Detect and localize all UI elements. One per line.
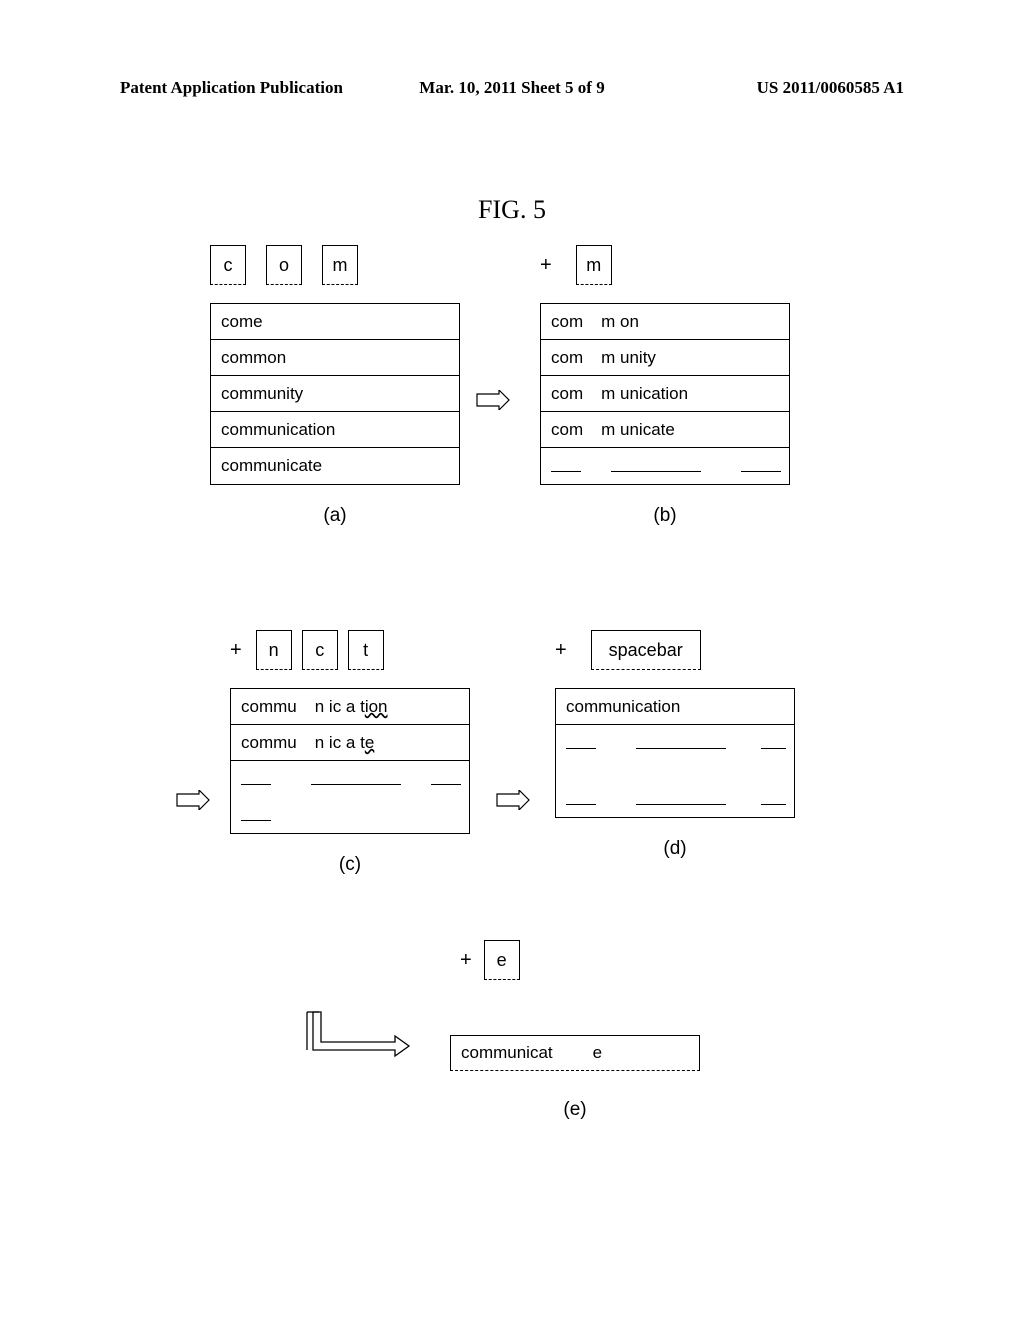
panel-d: + spacebar communication (d) (555, 630, 795, 860)
seg: m on (601, 312, 639, 332)
list-item-empty (556, 761, 794, 781)
arrow-icon (175, 790, 211, 810)
list-item: come (211, 304, 459, 340)
list-item-empty (541, 448, 789, 484)
panel-a-label: (a) (210, 505, 460, 527)
header-center: Mar. 10, 2011 Sheet 5 of 9 (419, 78, 604, 98)
list-item: commu n ic a te (231, 725, 469, 761)
panel-d-keys: + spacebar (555, 630, 795, 670)
list-item: communicat e (450, 1035, 700, 1071)
panel-a: c o m come common community communicatio… (210, 245, 460, 527)
panel-b: + m com m on com m unity com m unication… (540, 245, 790, 527)
arrow-icon (475, 390, 511, 410)
key-o: o (266, 245, 302, 285)
key-e: e (484, 940, 520, 980)
seg: m unicate (601, 420, 675, 440)
plus-icon: + (460, 949, 472, 972)
key-m: m (576, 245, 612, 285)
seg: m unication (601, 384, 688, 404)
seg: commu (241, 697, 297, 717)
panel-b-list: com m on com m unity com m unication com… (540, 303, 790, 485)
list-item: common (211, 340, 459, 376)
key-m: m (322, 245, 358, 285)
panel-d-label: (d) (555, 838, 795, 860)
seg: e (593, 1043, 602, 1063)
panel-e-label: (e) (450, 1099, 700, 1121)
plus-icon: + (540, 254, 552, 277)
panel-c-label: (c) (230, 854, 470, 876)
list-item-empty (231, 761, 469, 797)
list-item-empty (556, 781, 794, 817)
panel-e-result: communicat e (e) (450, 1035, 700, 1121)
panel-d-list: communication (555, 688, 795, 818)
panel-c-list: commu n ic a tion commu n ic a te (230, 688, 470, 834)
panel-c-keys: + n c t (230, 630, 470, 670)
figure-title: FIG. 5 (478, 195, 546, 225)
seg: communicat (461, 1043, 553, 1063)
list-item: com m unicate (541, 412, 789, 448)
header-right: US 2011/0060585 A1 (757, 78, 904, 98)
panel-a-list: come common community communication comm… (210, 303, 460, 485)
plus-icon: + (230, 639, 242, 662)
seg: m unity (601, 348, 656, 368)
panel-e: + e (460, 940, 520, 980)
key-spacebar: spacebar (591, 630, 701, 670)
seg: n ic a tion (315, 697, 388, 717)
list-item: community (211, 376, 459, 412)
seg: n ic a te (315, 733, 375, 753)
arrow-icon (495, 790, 531, 810)
panel-c: + n c t commu n ic a tion commu n ic a t… (230, 630, 470, 876)
seg: com (551, 420, 583, 440)
list-item: commu n ic a tion (231, 689, 469, 725)
seg: com (551, 384, 583, 404)
arrow-l-icon (305, 1010, 415, 1070)
key-n: n (256, 630, 292, 670)
list-item: communicate (211, 448, 459, 484)
header-left: Patent Application Publication (120, 78, 343, 98)
list-item: com m on (541, 304, 789, 340)
seg: commu (241, 733, 297, 753)
page-header: Patent Application Publication Mar. 10, … (0, 78, 1024, 98)
panel-e-keys: + e (460, 940, 520, 980)
list-item-empty (231, 797, 469, 833)
panel-b-label: (b) (540, 505, 790, 527)
list-item: com m unication (541, 376, 789, 412)
list-item: communication (556, 689, 794, 725)
list-item: com m unity (541, 340, 789, 376)
panel-a-keys: c o m (210, 245, 460, 285)
key-c: c (210, 245, 246, 285)
panel-b-keys: + m (540, 245, 790, 285)
list-item-empty (556, 725, 794, 761)
list-item: communication (211, 412, 459, 448)
key-t: t (348, 630, 384, 670)
plus-icon: + (555, 639, 567, 662)
seg: com (551, 312, 583, 332)
key-c: c (302, 630, 338, 670)
seg: com (551, 348, 583, 368)
